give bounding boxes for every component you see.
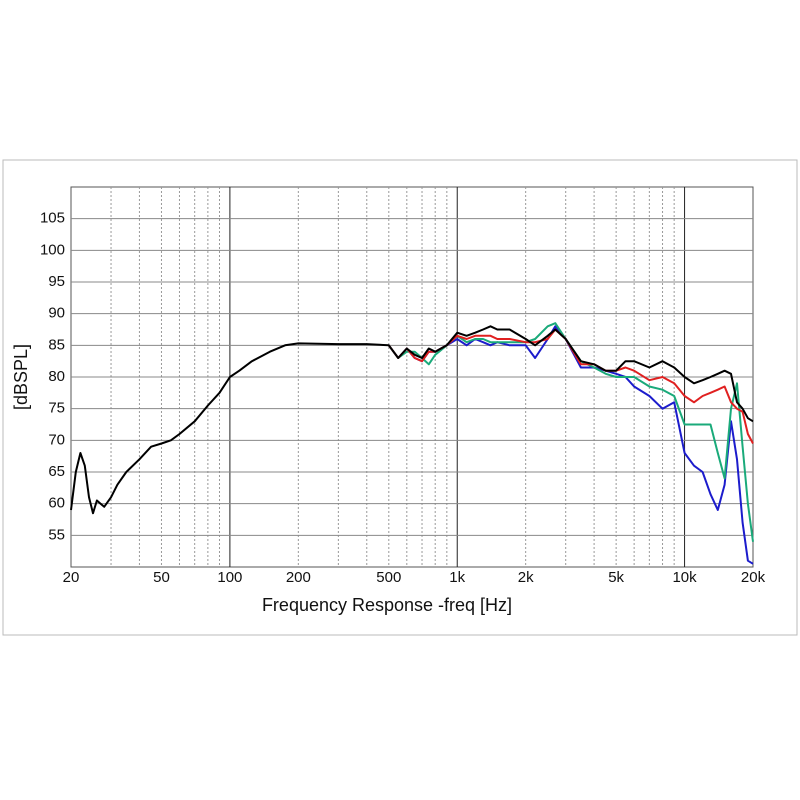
y-tick-label: 55	[48, 526, 65, 543]
x-tick-label: 20k	[741, 569, 766, 586]
x-tick-label: 2k	[518, 569, 534, 586]
y-tick-label: 70	[48, 431, 65, 448]
x-axis-label: Frequency Response -freq [Hz]	[262, 595, 512, 615]
x-tick-label: 500	[376, 569, 401, 586]
x-tick-label: 200	[286, 569, 311, 586]
y-tick-label: 90	[48, 305, 65, 322]
x-tick-label: 50	[153, 569, 170, 586]
x-tick-label: 20	[63, 569, 80, 586]
x-tick-label: 1k	[449, 569, 465, 586]
x-tick-label: 100	[217, 569, 242, 586]
y-tick-label: 80	[48, 368, 65, 385]
y-tick-label: 85	[48, 336, 65, 353]
y-tick-label: 65	[48, 463, 65, 480]
x-tick-label: 5k	[608, 569, 624, 586]
y-tick-label: 95	[48, 273, 65, 290]
y-tick-label: 60	[48, 495, 65, 512]
x-tick-label: 10k	[672, 569, 697, 586]
series-line	[70, 325, 754, 515]
y-tick-label: 75	[48, 400, 65, 417]
y-axis-label: [dBSPL]	[11, 344, 31, 410]
y-tick-label: 100	[40, 241, 65, 258]
y-tick-label: 105	[40, 210, 65, 227]
